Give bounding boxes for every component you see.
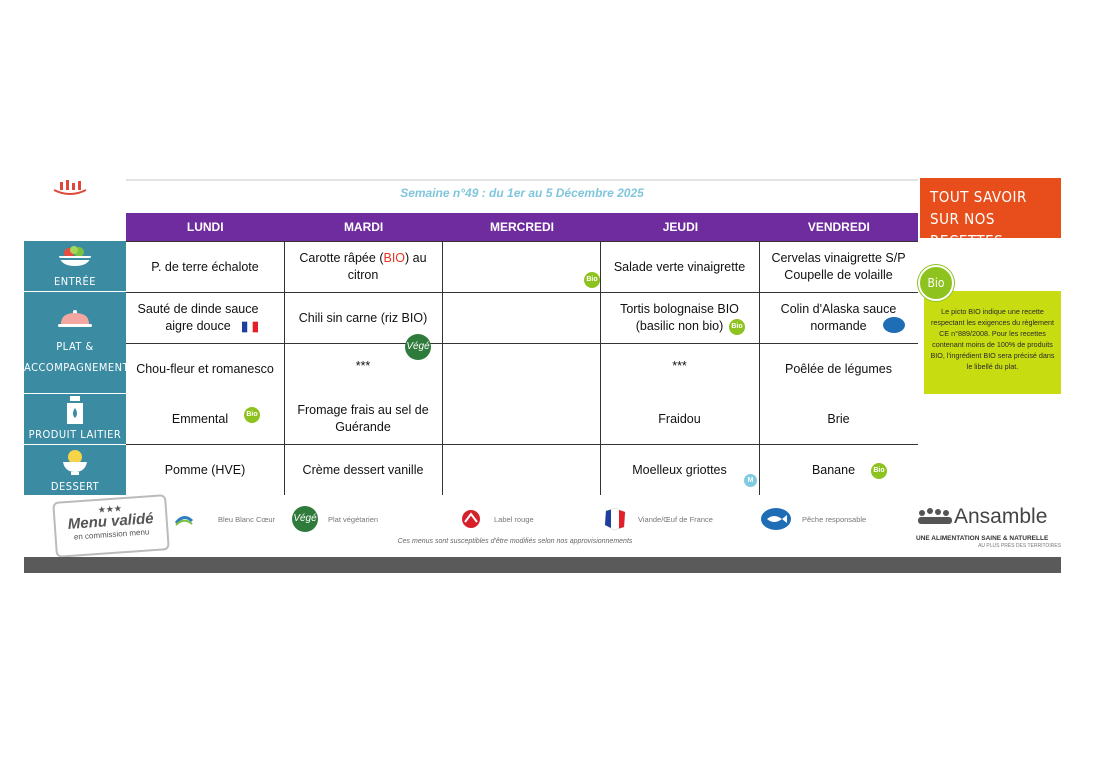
cell-entree-jeudi: Salade verte vinaigrette (613, 259, 746, 274)
salad-bowl-icon (59, 246, 91, 266)
vege-badge-icon: Végé (405, 334, 431, 360)
day-jeudi: JEUDI (662, 220, 699, 234)
footer-bar (24, 557, 1061, 573)
category-laitier: PRODUIT LAITIER (24, 394, 126, 445)
day-lundi: LUNDI (186, 220, 224, 234)
cell-laitier-mardi: Fromage frais au sel de Guérande (297, 403, 429, 434)
category-label: ENTRÉE (53, 275, 97, 288)
category-entree: ENTRÉE (24, 241, 126, 292)
france-map-icon (604, 507, 626, 531)
cell-dessert-lundi: Pomme (HVE) (164, 462, 246, 477)
cantine-logo-icon (53, 180, 87, 195)
cell-dessert-vendredi: Banane (811, 462, 856, 477)
ansamble-logo: Ansamble UNE ALIMENTATION SAINE & NATURE… (916, 505, 1061, 549)
week-title: Semaine n°49 : du 1er au 5 Décembre 2025 (400, 186, 644, 200)
cell-laitier-lundi: Emmental (171, 411, 229, 426)
cell-entree-mardi: Carotte râpée (BIO) au citron (299, 251, 427, 282)
cell-entree-lundi: P. de terre échalote (151, 259, 259, 274)
cell-entree-mercredi (442, 242, 600, 292)
bio-badge-icon: Bio (584, 272, 600, 288)
cell-dessert-mardi: Crème dessert vanille (302, 462, 424, 477)
ice-cream-cup-icon (63, 450, 87, 475)
cell-entree-vendredi: Cervelas vinaigrette S/P Coupelle de vol… (771, 251, 906, 282)
cell-accomp-jeudi: *** (672, 358, 687, 373)
cell-laitier-mercredi (442, 394, 600, 444)
cell-plat-mardi: Chili sin carne (riz BIO) (298, 310, 428, 325)
cloche-dish-icon (58, 310, 92, 327)
category-label: PRODUIT LAITIER (28, 428, 122, 441)
bio-badge-icon: Bio (871, 463, 887, 479)
bleu-blanc-coeur-icon (174, 516, 194, 526)
cell-dessert-jeudi: Moelleux griottes (632, 462, 727, 477)
cell-plat-jeudi: Tortis bolognaise BIO (basilic non bio) (620, 302, 739, 333)
milk-bottle-icon (67, 396, 83, 424)
menu-validated-stamp: ★★★ Menu validé en commission menu (52, 494, 170, 558)
cell-accomp-mercredi (442, 344, 600, 394)
day-vendredi: VENDREDI (807, 220, 870, 234)
category-dessert: DESSERT (24, 445, 126, 495)
legend-vegetarien: Végé Plat végétarien (292, 506, 378, 532)
cell-laitier-jeudi: Fraidou (658, 411, 701, 426)
menu-grid: P. de terre échalote Carotte râpée (BIO)… (126, 241, 918, 495)
france-flag-icon (242, 321, 258, 333)
recipes-link-button[interactable]: TOUT SAVOIR SUR NOS RECETTES (920, 178, 1061, 250)
cell-dessert-mercredi (442, 445, 600, 495)
bio-note: Le picto BIO indique une recette respect… (924, 291, 1061, 394)
cell-plat-vendredi: Colin d'Alaska sauce normande (780, 302, 897, 333)
cell-plat-lundi: Sauté de dinde sauce aigre douce (137, 302, 259, 333)
category-label-line1: PLAT & (56, 340, 94, 353)
header-divider (126, 179, 918, 181)
cell-laitier-vendredi: Brie (827, 411, 850, 426)
category-label-line2: ACCOMPAGNEMENT (24, 361, 130, 374)
vege-badge-icon: Végé (292, 506, 318, 532)
legend-peche: Pêche responsable (760, 507, 866, 531)
legend-label-rouge: Label rouge (458, 507, 534, 531)
category-label: DESSERT (50, 480, 100, 493)
days-header: LUNDI MARDI MERCREDI JEUDI VENDREDI (126, 213, 918, 241)
fish-icon (761, 508, 791, 530)
category-plat: PLAT & ACCOMPAGNEMENT (24, 292, 130, 394)
bio-badge-icon: Bio (729, 319, 745, 335)
ansamble-people-icon (918, 508, 952, 524)
label-rouge-icon (462, 510, 480, 528)
disclaimer: Ces menus sont susceptibles d'être modif… (397, 538, 633, 545)
cell-accomp-vendredi: Poêlée de légumes (784, 361, 893, 376)
bio-badge-icon: Bio (244, 407, 260, 423)
legend-france: Viande/Œuf de France (602, 507, 713, 531)
fish-badge-icon (883, 317, 905, 333)
cell-accomp-mardi: *** (355, 358, 371, 373)
m-badge-icon: M (744, 474, 757, 487)
bio-logo-icon: Bio (918, 265, 954, 301)
bio-highlight: BIO (383, 251, 406, 265)
cell-plat-mercredi (442, 293, 600, 343)
legend-bleu-blanc-coeur: Bleu Blanc Cœur (174, 507, 275, 531)
cell-accomp-lundi: Chou-fleur et romanesco (136, 361, 274, 376)
day-mercredi: MERCREDI (490, 220, 555, 234)
day-mardi: MARDI (343, 220, 384, 234)
